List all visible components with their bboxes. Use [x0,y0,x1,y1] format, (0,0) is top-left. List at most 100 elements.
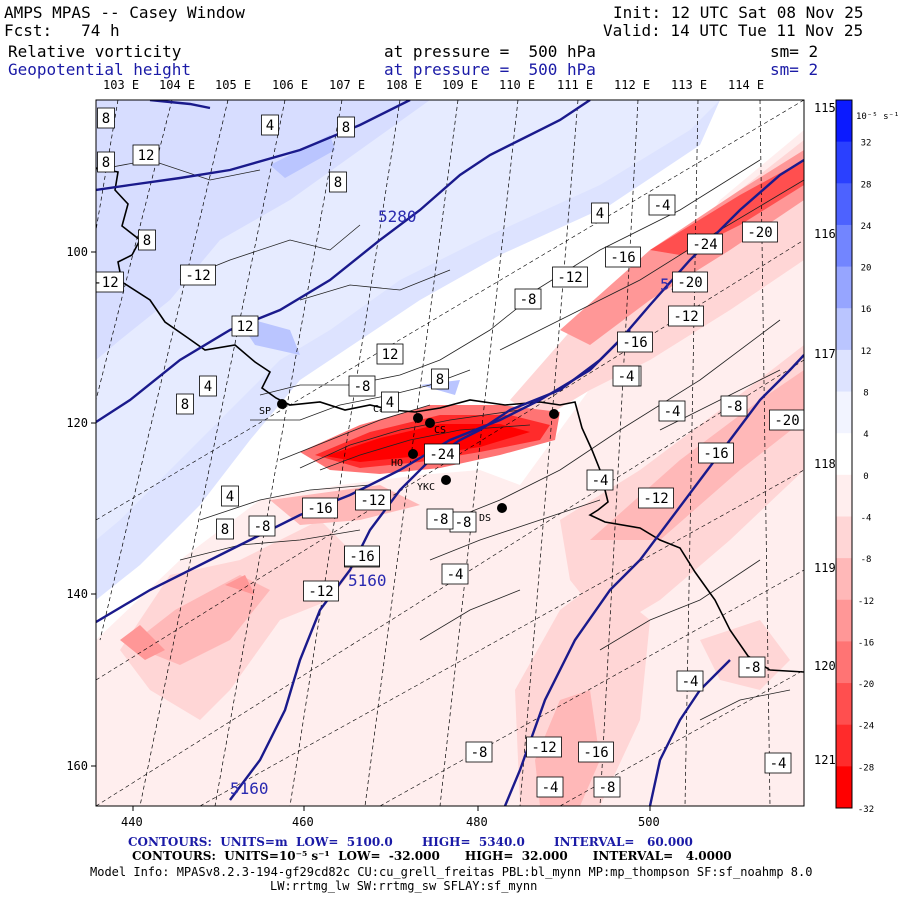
station-dot-ho [408,449,418,459]
lon-label: 114 E [728,78,764,92]
colorbar-swatch [836,349,852,393]
vorticity-label: -20 [742,221,778,243]
footer-model-info: Model Info: MPASv8.2.3-194-gf29cd82c CU:… [90,865,813,879]
vorticity-label: 12 [132,144,160,166]
init-time: Init: 12 UTC Sat 08 Nov 25 [613,3,864,22]
vorticity-label: -16 [698,442,734,464]
vorticity-label: -8 [449,511,477,533]
colorbar-swatch [836,433,852,476]
vorticity-label: 8 [97,151,115,173]
svg-text:8: 8 [334,175,342,191]
svg-text:8: 8 [436,372,444,388]
svg-text:-12: -12 [673,309,698,325]
colorbar-swatch [836,474,852,517]
vorticity-label: 8 [216,518,234,540]
colorbar: 32 28 24 20 16 12 8 4 0 -4 -8 -12 -16 -20 -24 -28 -32 [835,99,874,815]
svg-text:-20: -20 [677,275,702,291]
vorticity-label: -16 [302,497,338,519]
colorbar-label: 0 [863,472,868,482]
svg-text:-4: -4 [542,780,559,796]
colorbar-swatch [836,641,852,684]
vorticity-label: -12 [668,305,704,327]
svg-text:-4: -4 [618,369,635,385]
vorticity-label: 8 [97,107,115,129]
vorticity-label: -4 [536,776,564,798]
footer-vorticity-contours: CONTOURS: UNITS=10⁻⁵ s⁻¹ LOW= -32.000 HI… [132,849,732,863]
vorticity-label: -8 [426,508,454,530]
colorbar-swatch [836,391,852,434]
vorticity-label: -16 [578,741,614,763]
colorbar-swatch [836,599,852,642]
vorticity-label: -20 [672,271,708,293]
vorticity-label: -8 [593,776,621,798]
svg-text:8: 8 [102,155,110,171]
colorbar-swatch [836,724,852,767]
map-frame [95,99,805,807]
svg-text:-4: -4 [592,473,609,489]
lon-label: 112 E [614,78,650,92]
vorticity-label: -4 [658,400,686,422]
svg-text:-4: -4 [682,674,699,690]
vorticity-label: -24 [687,233,723,255]
svg-text:4: 4 [266,118,274,134]
colorbar-label: -24 [858,722,874,732]
svg-text:-16: -16 [703,446,728,462]
plot-title: AMPS MPAS -- Casey Window [4,3,245,22]
colorbar-label: 12 [861,347,872,357]
vorticity-label: 4 [381,391,399,413]
colorbar-swatch [836,766,852,809]
lon-label: 107 E [329,78,365,92]
vorticity-label: -8 [465,741,493,763]
svg-text:-20: -20 [747,225,772,241]
station-dot-sp [277,399,287,409]
colorbar-label: -28 [858,763,874,773]
colorbar-frame [835,99,853,809]
station-dot-ds [497,503,507,513]
svg-text:8: 8 [221,522,229,538]
lon-label: 108 E [386,78,422,92]
station-label: CS [434,425,446,436]
station-dot-east [549,409,559,419]
colorbar-label: -16 [858,638,874,648]
vorticity-label: 8 [431,368,449,390]
colorbar-swatch [836,141,852,184]
svg-text:-4: -4 [447,567,464,583]
station-label: SP [259,406,271,417]
svg-text:-24: -24 [692,237,717,253]
vorticity-label: -12 [96,271,124,293]
svg-text:12: 12 [382,347,399,363]
colorbar-swatch [836,683,852,726]
vorticity-label: -8 [720,395,748,417]
vorticity-label: -12 [303,580,339,602]
svg-text:-16: -16 [307,501,332,517]
vorticity-label: -4 [676,670,704,692]
lon-label: 106 E [272,78,308,92]
colorbar-swatch [836,516,852,559]
svg-text:-8: -8 [744,660,761,676]
x-tick-marks [132,806,651,811]
x-tick-label: 440 [121,815,143,829]
colorbar-label: 32 [861,139,872,149]
svg-text:-16: -16 [610,250,635,266]
field2-name: Geopotential height [8,60,192,79]
svg-text:4: 4 [226,489,234,505]
vorticity-label: -12 [552,266,588,288]
y-tick-label: 160 [66,759,88,773]
svg-text:-8: -8 [254,519,271,535]
vorticity-label: -4 [612,365,640,387]
footer-physics-info: LW:rrtmg_lw SW:rrtmg_sw SFLAY:sf_mynn [270,879,538,893]
y-tick-label: 120 [66,416,88,430]
x-tick-label: 500 [638,815,660,829]
svg-text:-8: -8 [520,292,537,308]
svg-text:4: 4 [596,206,604,222]
svg-text:4: 4 [386,395,394,411]
vorticity-label: 8 [176,393,194,415]
svg-text:4: 4 [204,379,212,395]
vorticity-label: -24 [424,443,460,465]
top-longitude-labels: 103 E 104 E 105 E 106 E 107 E 108 E 109 … [103,78,764,92]
vorticity-label: -8 [514,288,542,310]
svg-text:-8: -8 [471,745,488,761]
colorbar-swatch [836,266,852,309]
svg-text:-16: -16 [583,745,608,761]
lon-label: 109 E [442,78,478,92]
